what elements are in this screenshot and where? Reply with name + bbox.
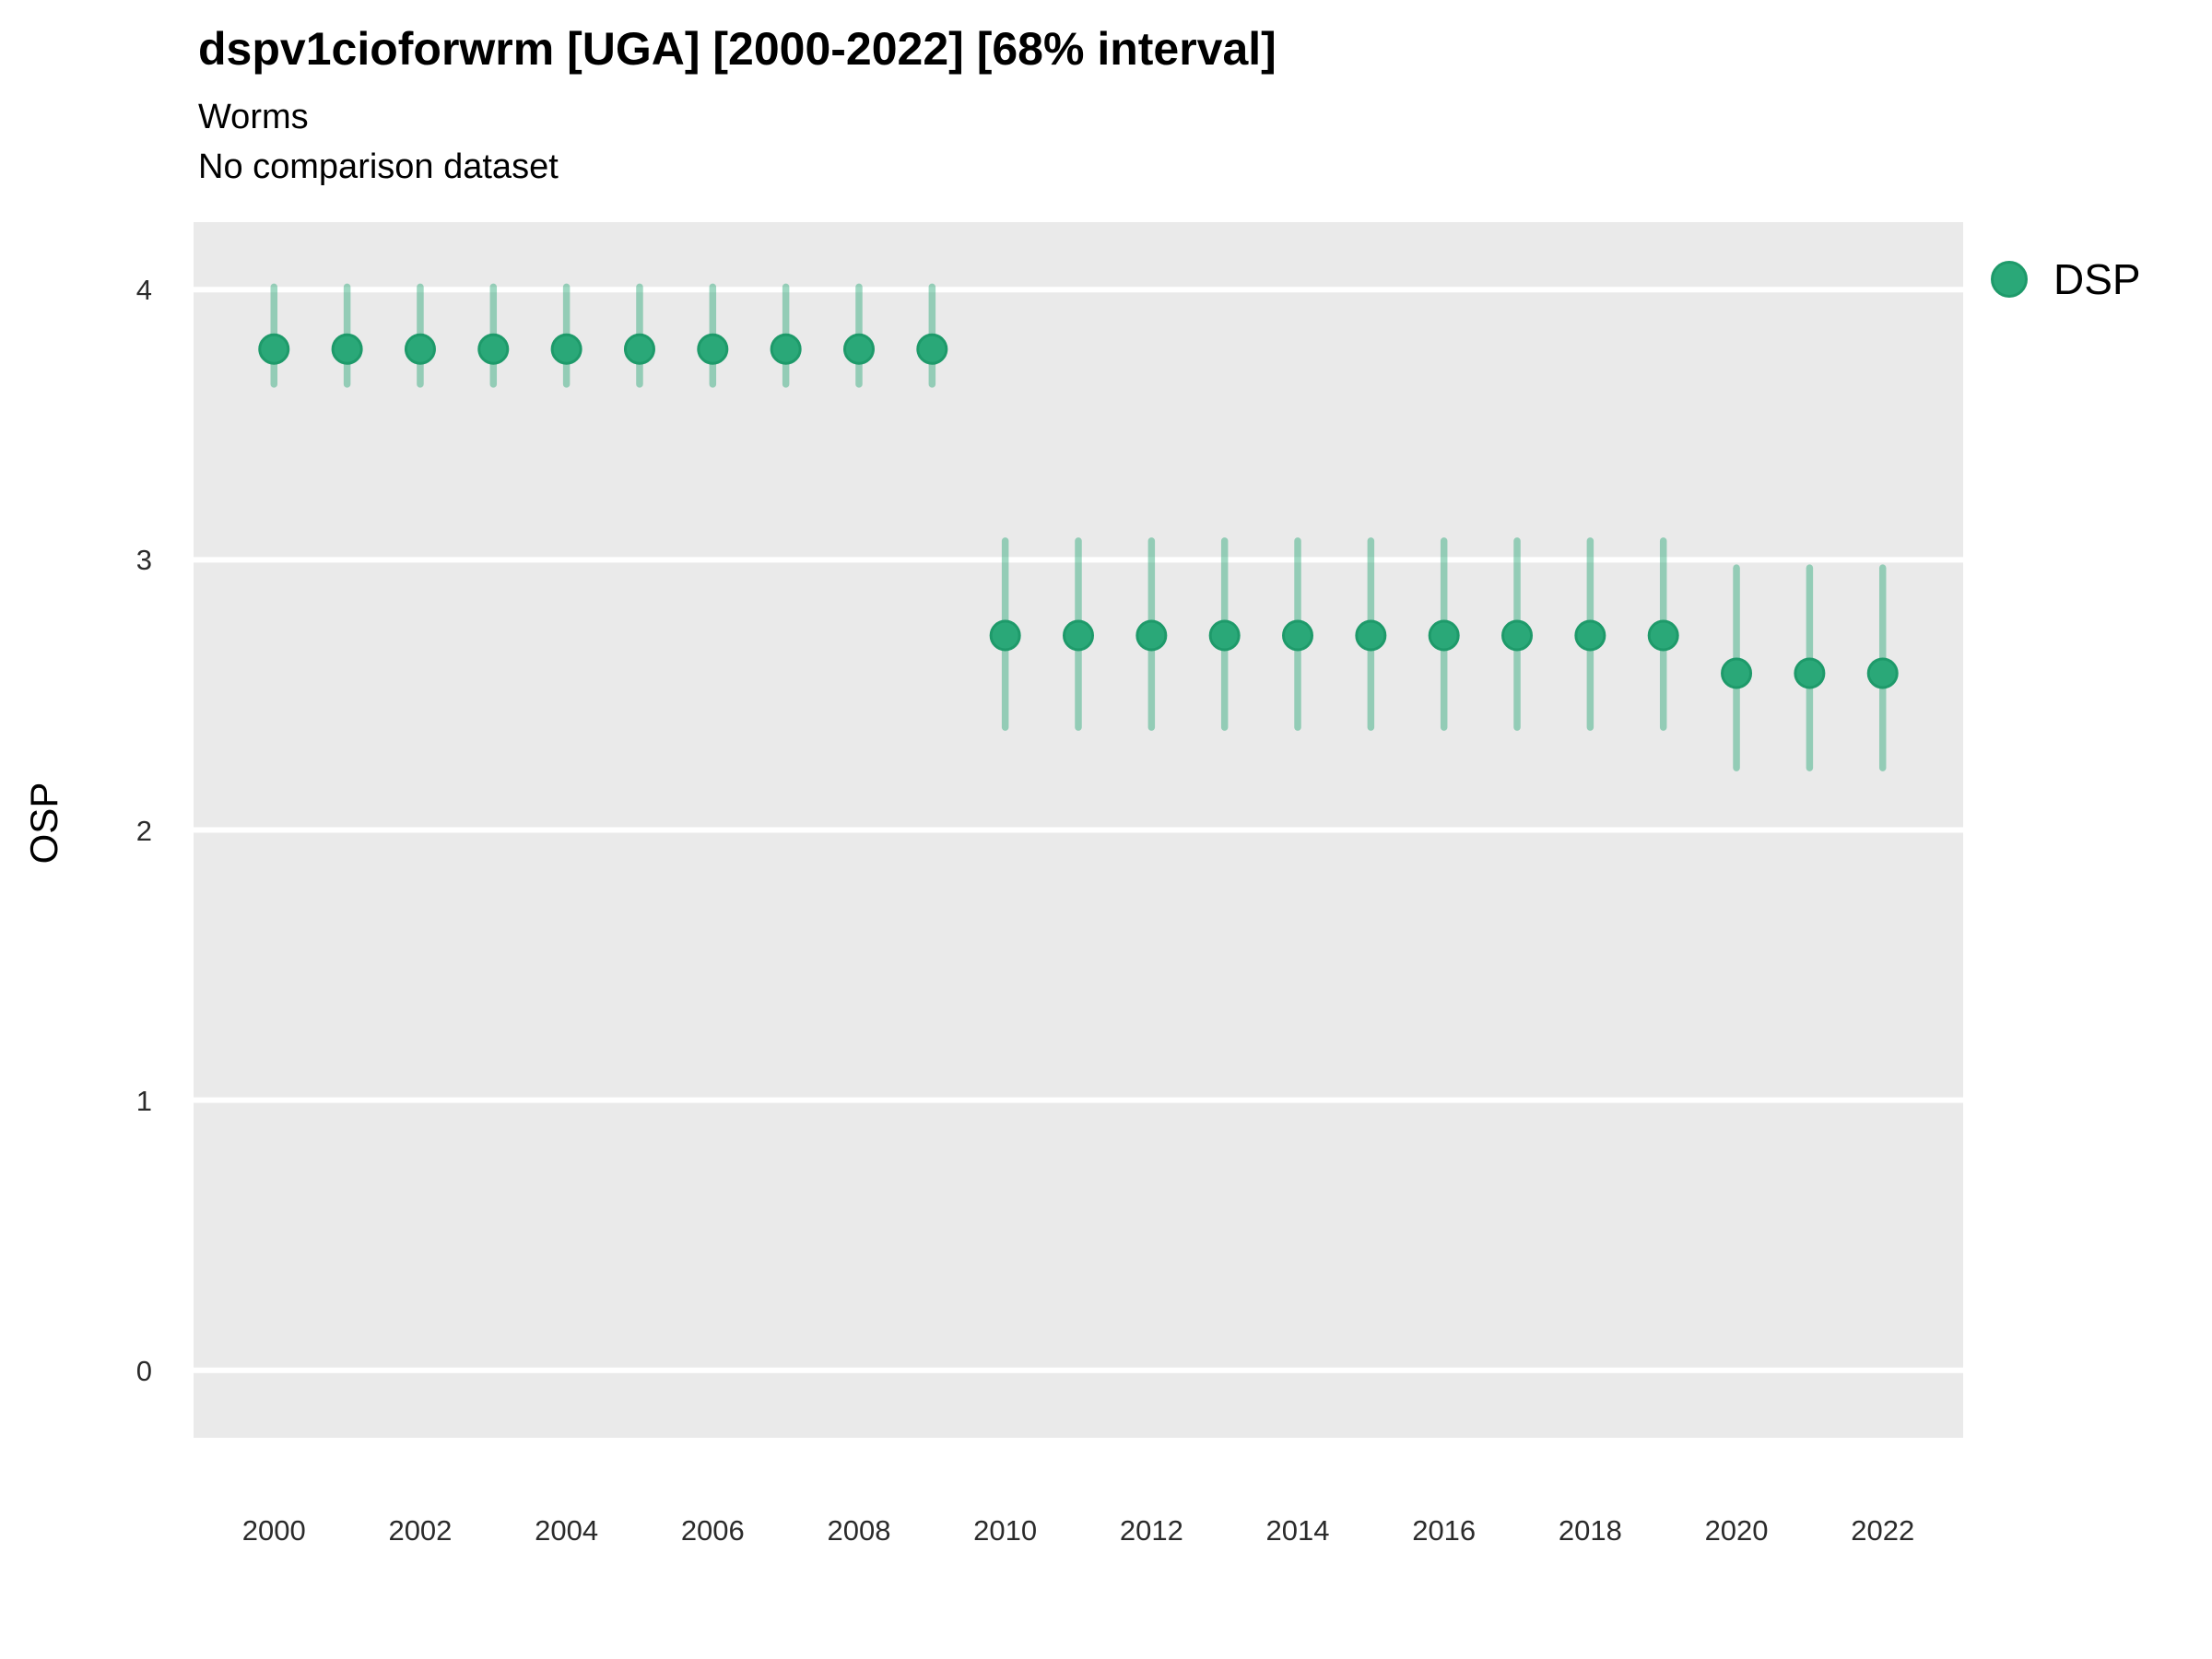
data-point: [1135, 619, 1168, 652]
data-point: [258, 333, 290, 365]
data-point: [1208, 619, 1241, 652]
data-point: [770, 333, 802, 365]
x-tick-label: 2008: [827, 1514, 891, 1547]
chart-canvas: [194, 283, 1963, 1373]
y-tick-label: 1: [135, 1084, 152, 1117]
data-point: [1574, 619, 1606, 652]
x-tick-label: 2016: [1412, 1514, 1477, 1547]
data-point: [477, 333, 510, 365]
data-point: [1501, 619, 1534, 652]
data-point: [1866, 657, 1899, 689]
legend-label: DSP: [2053, 255, 2141, 303]
legend: DSP: [1991, 254, 2141, 304]
data-point: [1647, 619, 1679, 652]
x-tick-label: 2000: [241, 1514, 306, 1547]
chart-title: dspv1cioforwrm [UGA] [2000-2022] [68% in…: [198, 23, 1277, 75]
legend-point-icon: [1991, 261, 2028, 298]
y-tick-label: 4: [135, 274, 152, 307]
x-tick-label: 2020: [1704, 1514, 1769, 1547]
chart-note: No comparison dataset: [198, 147, 559, 186]
data-point: [1721, 657, 1753, 689]
data-point: [550, 333, 582, 365]
x-tick-label: 2022: [1851, 1514, 1915, 1547]
plot-area: [194, 222, 1963, 1438]
y-tick-label: 2: [135, 814, 152, 847]
x-tick-label: 2012: [1119, 1514, 1183, 1547]
data-point: [1355, 619, 1387, 652]
data-point: [1063, 619, 1094, 652]
chart-subtitle: Worms: [198, 98, 309, 136]
data-point: [1794, 657, 1826, 689]
data-point: [1282, 619, 1314, 652]
x-tick-label: 2014: [1265, 1514, 1330, 1547]
data-point: [916, 333, 948, 365]
data-point: [697, 333, 729, 365]
y-tick-label: 3: [135, 544, 152, 577]
data-point: [623, 333, 655, 365]
data-point: [989, 619, 1021, 652]
x-tick-label: 2002: [388, 1514, 453, 1547]
y-tick-label: 0: [135, 1354, 152, 1387]
data-point: [404, 333, 436, 365]
x-tick-label: 2010: [973, 1514, 1038, 1547]
data-point: [331, 333, 363, 365]
data-point: [842, 333, 875, 365]
x-tick-label: 2018: [1558, 1514, 1622, 1547]
data-point: [1428, 619, 1460, 652]
x-tick-label: 2006: [680, 1514, 745, 1547]
x-tick-label: 2004: [535, 1514, 599, 1547]
